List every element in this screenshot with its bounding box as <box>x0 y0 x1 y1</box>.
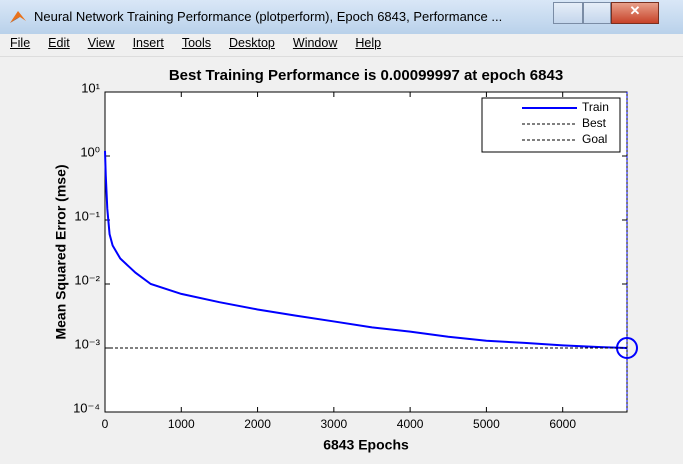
legend-label: Train <box>582 100 609 114</box>
x-tick-label: 3000 <box>320 417 347 431</box>
menu-item[interactable]: View <box>88 36 115 50</box>
menu-item[interactable]: File <box>10 36 30 50</box>
menu-item[interactable]: Insert <box>133 36 164 50</box>
chart: Best Training Performance is 0.00099997 … <box>0 57 683 464</box>
y-axis-label: Mean Squared Error (mse) <box>53 164 69 339</box>
x-tick-label: 4000 <box>397 417 424 431</box>
title-bar: Neural Network Training Performance (plo… <box>0 0 683 34</box>
menu-bar: File Edit View Insert Tools Desktop Window Help <box>0 36 683 57</box>
menu-item[interactable]: Edit <box>48 36 70 50</box>
x-tick-label: 2000 <box>244 417 271 431</box>
maximize-button[interactable] <box>583 2 611 24</box>
y-tick-label: 10⁻⁴ <box>73 400 100 415</box>
window: Neural Network Training Performance (plo… <box>0 0 683 464</box>
menu-item[interactable]: Desktop <box>229 36 275 50</box>
y-tick-label: 10⁰ <box>80 144 100 159</box>
window-title: Neural Network Training Performance (plo… <box>34 9 502 24</box>
chart-title: Best Training Performance is 0.00099997 … <box>169 67 563 84</box>
y-tick-label: 10¹ <box>81 80 100 95</box>
x-tick-label: 1000 <box>168 417 195 431</box>
x-tick-label: 5000 <box>473 417 500 431</box>
window-controls: ✕ <box>553 2 673 22</box>
y-tick-label: 10⁻¹ <box>74 208 100 223</box>
minimize-button[interactable] <box>553 2 583 24</box>
legend-label: Goal <box>582 132 607 146</box>
menu-item[interactable]: Help <box>355 36 381 50</box>
legend-label: Best <box>582 116 607 130</box>
close-button[interactable]: ✕ <box>611 2 659 24</box>
x-tick-label: 6000 <box>549 417 576 431</box>
app-icon <box>8 7 28 27</box>
y-tick-label: 10⁻³ <box>74 336 100 351</box>
x-axis-label: 6843 Epochs <box>323 437 409 453</box>
menu-item[interactable]: Tools <box>182 36 211 50</box>
y-tick-label: 10⁻² <box>74 272 100 287</box>
x-tick-label: 0 <box>102 417 109 431</box>
menu-item[interactable]: Window <box>293 36 337 50</box>
